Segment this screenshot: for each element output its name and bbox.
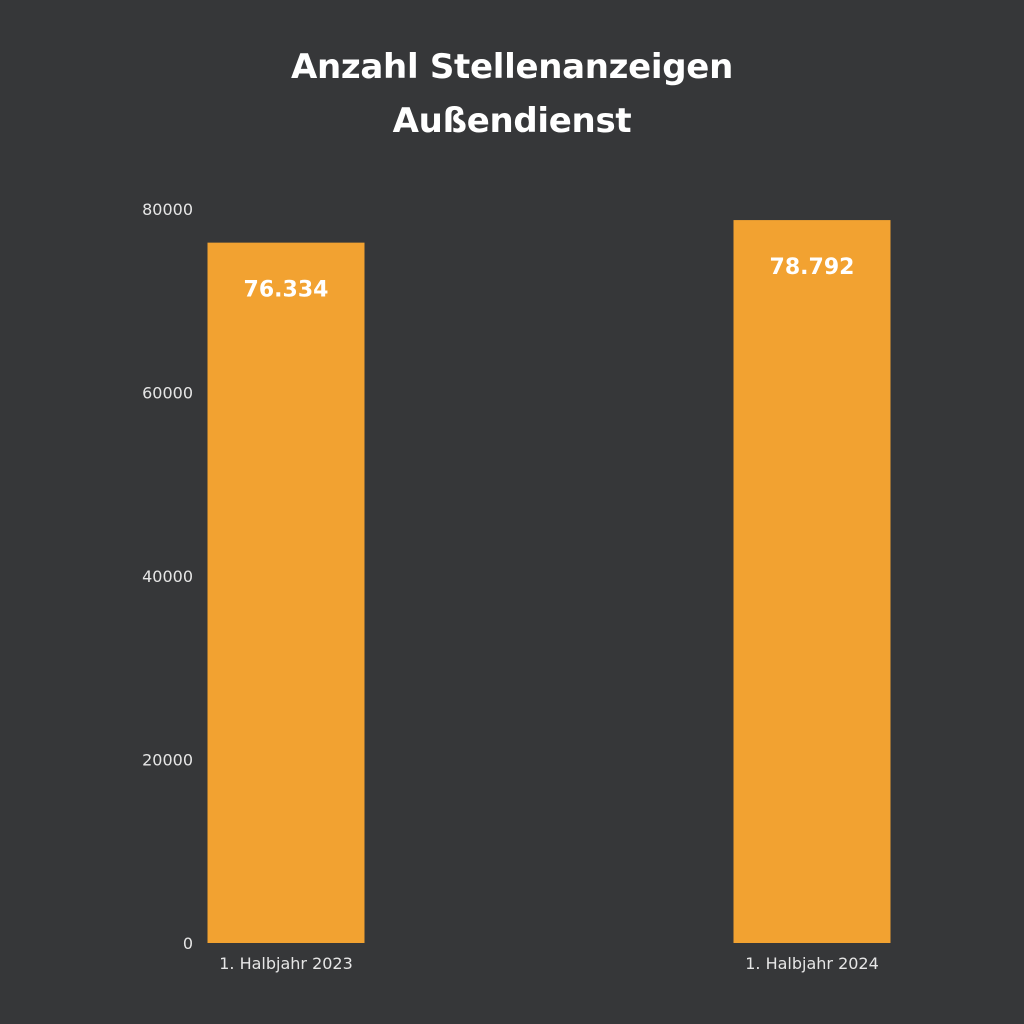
y-tick-label: 40000 [142,567,193,586]
chart-title: Anzahl Stellenanzeigen Außendienst [0,40,1024,148]
bar [207,242,365,943]
bar-value-label: 76.334 [244,278,329,303]
y-tick-label: 60000 [142,384,193,403]
y-tick-label: 80000 [142,200,193,219]
bars: 76.334 78.792 [207,220,891,944]
chart-title-line-1: Anzahl Stellenanzeigen [291,47,733,87]
y-axis: 0 20000 40000 60000 80000 [142,200,193,953]
chart-title-line-2: Außendienst [392,101,632,141]
x-axis: 1. Halbjahr 2023 1. Halbjahr 2024 [219,954,879,973]
bar [733,220,891,944]
y-tick-label: 0 [183,934,193,953]
y-tick-label: 20000 [142,751,193,770]
bar-value-label: 78.792 [770,255,855,280]
x-category-label: 1. Halbjahr 2023 [219,954,353,973]
x-category-label: 1. Halbjahr 2024 [745,954,879,973]
